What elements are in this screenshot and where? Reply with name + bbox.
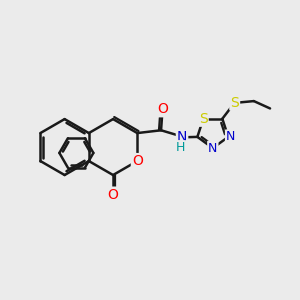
Text: O: O — [132, 154, 143, 168]
Text: S: S — [199, 112, 208, 126]
Text: O: O — [108, 188, 118, 202]
Text: N: N — [226, 130, 235, 143]
Text: H: H — [176, 141, 185, 154]
Text: O: O — [157, 102, 168, 116]
Text: S: S — [230, 96, 239, 110]
Text: N: N — [208, 142, 218, 154]
Text: N: N — [177, 130, 187, 144]
